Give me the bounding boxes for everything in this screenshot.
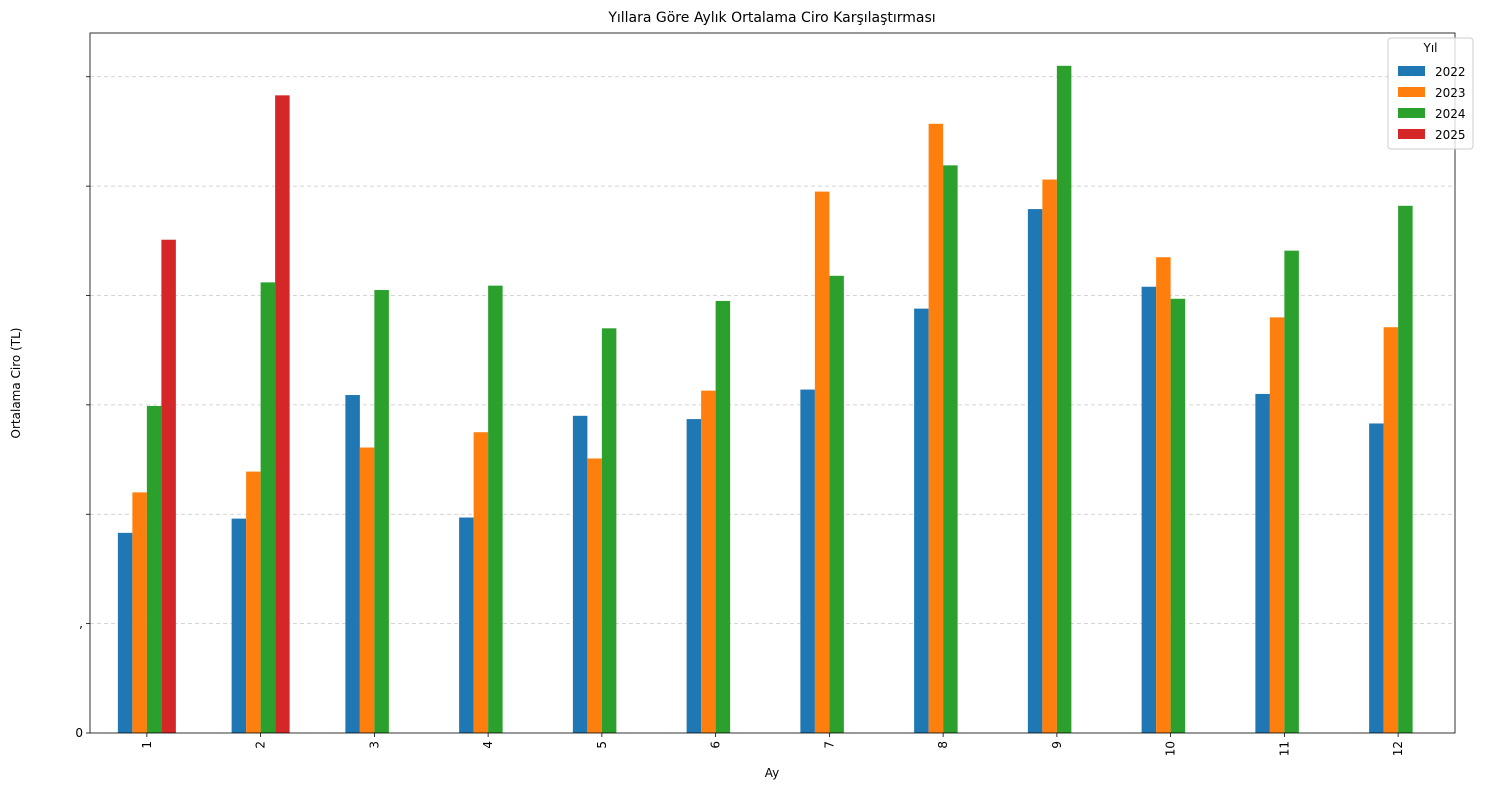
bar-2023-7 — [814, 191, 830, 733]
bar-2025-2 — [275, 95, 290, 733]
bar-2023-12 — [1383, 327, 1399, 733]
bar-2023-4 — [473, 432, 489, 733]
y-axis-label: Ortalama Ciro (TL) — [9, 328, 23, 439]
bar-2022-6 — [686, 419, 702, 733]
legend: Yıl 2022 2023 2024 2025 — [1387, 37, 1474, 150]
bar-2025-1 — [161, 239, 176, 733]
bar-2023-5 — [587, 458, 602, 733]
bar-2023-10 — [1156, 257, 1171, 733]
bar-2022-10 — [1141, 286, 1157, 733]
bar-2024-6 — [715, 300, 731, 733]
y-tick-label: , — [79, 617, 83, 631]
bar-2022-9 — [1027, 209, 1043, 733]
legend-swatch-2024 — [1398, 108, 1425, 118]
legend-label-2024: 2024 — [1435, 107, 1466, 121]
bar-2024-5 — [601, 328, 617, 733]
bar-2023-8 — [928, 123, 944, 733]
x-tick-label: 6 — [709, 741, 723, 749]
x-axis-label: Ay — [765, 766, 780, 780]
x-tick-label: 7 — [822, 741, 836, 749]
x-tick-label: 3 — [367, 741, 381, 749]
legend-title: Yıl — [1423, 41, 1438, 55]
bar-2024-7 — [829, 275, 844, 733]
bar-2022-7 — [800, 389, 815, 733]
bar-2022-11 — [1255, 393, 1270, 733]
bar-2023-6 — [701, 390, 716, 733]
grid-layer — [90, 76, 1455, 625]
bar-2024-9 — [1056, 65, 1072, 733]
bar-2024-3 — [374, 290, 389, 733]
bars-layer — [117, 65, 1413, 733]
x-tick-label: 2 — [254, 741, 268, 749]
legend-label-2022: 2022 — [1435, 65, 1466, 79]
bar-2024-4 — [488, 285, 503, 733]
bar-2023-3 — [359, 447, 375, 733]
axes-layer: 0,1 2 3 4 5 6 7 8 9 10 11 12 — [75, 32, 1456, 756]
x-tick-label: 11 — [1277, 741, 1291, 756]
bar-2024-2 — [260, 282, 276, 733]
bar-2022-2 — [231, 518, 247, 733]
bar-2024-12 — [1398, 205, 1413, 733]
x-tick-label: 5 — [595, 741, 609, 749]
legend-swatch-2023 — [1398, 87, 1425, 97]
x-tick-label: 4 — [481, 741, 495, 749]
bar-2022-12 — [1369, 423, 1384, 733]
y-tick-label: 0 — [75, 726, 83, 740]
legend-swatch-2025 — [1398, 129, 1425, 139]
bar-2023-9 — [1042, 179, 1057, 733]
legend-label-2023: 2023 — [1435, 86, 1466, 100]
x-tick-label: 1 — [140, 741, 154, 749]
bar-2022-5 — [572, 415, 588, 733]
x-tick-label: 8 — [936, 741, 950, 749]
x-tick-label: 10 — [1164, 741, 1178, 756]
bar-2022-3 — [345, 395, 360, 733]
bar-2023-11 — [1269, 317, 1285, 733]
bar-2023-2 — [246, 471, 261, 733]
legend-swatch-2022 — [1398, 66, 1425, 76]
bar-2024-8 — [943, 165, 958, 733]
x-tick-label: 9 — [1050, 741, 1064, 749]
legend-box — [1387, 37, 1474, 150]
legend-label-2025: 2025 — [1435, 128, 1466, 142]
bar-2022-1 — [117, 532, 133, 733]
bar-2022-8 — [914, 308, 929, 733]
plot-frame — [89, 32, 1456, 734]
bar-2022-4 — [459, 517, 474, 733]
bar-2024-11 — [1284, 250, 1299, 733]
bar-2023-1 — [132, 492, 147, 733]
chart-title: Yıllara Göre Aylık Ortalama Ciro Karşıla… — [607, 10, 935, 26]
x-tick-label: 12 — [1391, 741, 1405, 756]
bar-2024-10 — [1170, 298, 1186, 733]
bar-2024-1 — [146, 405, 162, 733]
